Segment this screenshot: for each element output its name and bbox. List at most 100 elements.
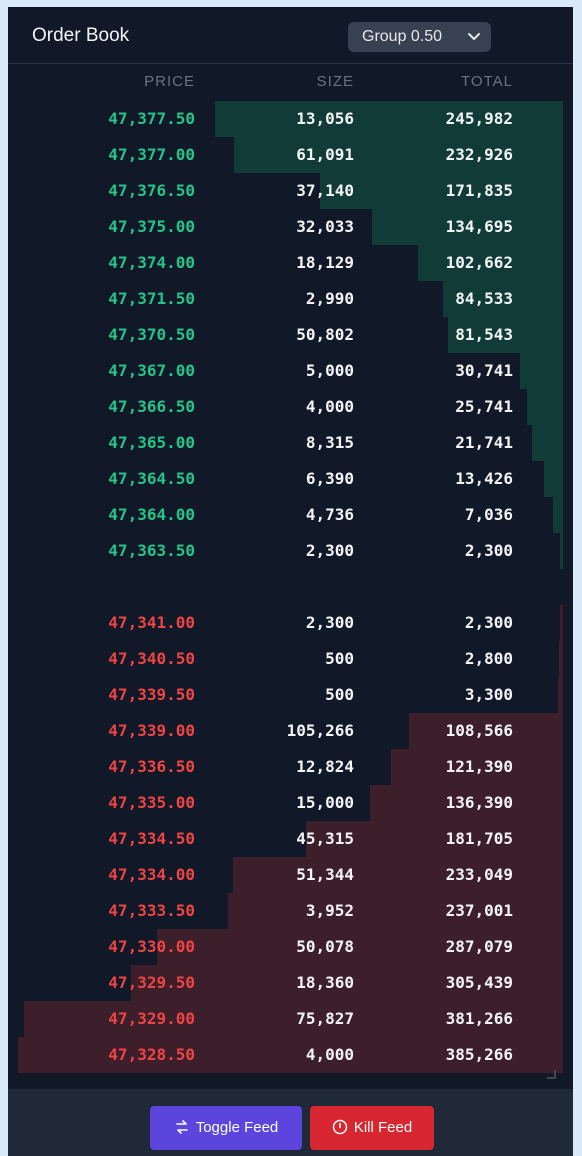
bid-size: 32,033 xyxy=(296,217,354,236)
ask-total: 287,079 xyxy=(445,937,513,956)
bid-depth-bar xyxy=(234,137,563,173)
ask-price: 47,334.50 xyxy=(108,829,195,848)
bid-depth-bar xyxy=(553,497,563,533)
bid-depth-bar xyxy=(418,245,563,281)
ask-price: 47,341.00 xyxy=(108,613,195,632)
bid-total: 13,426 xyxy=(455,469,513,488)
ask-price: 47,328.50 xyxy=(108,1045,195,1064)
ask-size: 500 xyxy=(325,649,354,668)
bid-row: 47,377.00 61,091 232,926 xyxy=(8,137,563,173)
bid-row: 47,366.50 4,000 25,741 xyxy=(8,389,563,425)
ask-size: 18,360 xyxy=(296,973,354,992)
ask-row: 47,334.50 45,315 181,705 xyxy=(8,821,563,857)
bid-row: 47,370.50 50,802 81,543 xyxy=(8,317,563,353)
kill-feed-button[interactable]: Kill Feed xyxy=(310,1106,434,1150)
ask-row: 47,339.00 105,266 108,566 xyxy=(8,713,563,749)
ask-depth-bar xyxy=(306,821,563,857)
bid-size: 2,990 xyxy=(305,289,354,308)
bid-price: 47,371.50 xyxy=(108,289,195,308)
bid-price: 47,364.00 xyxy=(108,505,195,524)
ask-total: 2,800 xyxy=(464,649,513,668)
ask-total: 121,390 xyxy=(445,757,513,776)
order-book-panel: Order Book Group 0.50 PRICE SIZE TOTAL 4… xyxy=(8,7,573,1156)
bid-size: 50,802 xyxy=(296,325,354,344)
bid-total: 7,036 xyxy=(464,505,513,524)
column-header-price: PRICE xyxy=(144,73,195,90)
ask-total: 2,300 xyxy=(464,613,513,632)
column-header-total: TOTAL xyxy=(461,73,513,90)
bid-total: 232,926 xyxy=(445,145,513,164)
bid-size: 4,736 xyxy=(305,505,354,524)
ask-depth-bar xyxy=(558,677,563,713)
bid-depth-bar xyxy=(532,425,563,461)
bid-row: 47,375.00 32,033 134,695 xyxy=(8,209,563,245)
bid-total: 81,543 xyxy=(455,325,513,344)
bid-price: 47,375.00 xyxy=(108,217,195,236)
bid-size: 5,000 xyxy=(305,361,354,380)
ask-size: 2,300 xyxy=(305,613,354,632)
ask-price: 47,330.00 xyxy=(108,937,195,956)
bid-size: 61,091 xyxy=(296,145,354,164)
order-book-footer: Toggle Feed Kill Feed xyxy=(8,1089,573,1156)
ask-size: 4,000 xyxy=(305,1045,354,1064)
bid-depth-bar xyxy=(560,533,563,569)
ask-row: 47,328.50 4,000 385,266 xyxy=(8,1037,563,1073)
bid-total: 171,835 xyxy=(445,181,513,200)
group-size-label: Group 0.50 xyxy=(362,28,443,45)
ask-depth-bar xyxy=(233,857,563,893)
ask-price: 47,336.50 xyxy=(108,757,195,776)
bid-row: 47,364.50 6,390 13,426 xyxy=(8,461,563,497)
bid-price: 47,376.50 xyxy=(108,181,195,200)
ask-total: 136,390 xyxy=(445,793,513,812)
group-size-select[interactable]: Group 0.50 xyxy=(348,22,491,52)
ask-total: 108,566 xyxy=(445,721,513,740)
chevron-down-icon xyxy=(468,33,480,40)
ask-price: 47,333.50 xyxy=(108,901,195,920)
bid-row: 47,376.50 37,140 171,835 xyxy=(8,173,563,209)
ask-size: 51,344 xyxy=(296,865,354,884)
resize-handle-icon[interactable] xyxy=(546,1069,556,1079)
ask-depth-bar xyxy=(24,1001,563,1037)
bid-depth-bar xyxy=(443,281,563,317)
bid-row: 47,371.50 2,990 84,533 xyxy=(8,281,563,317)
order-book-header: Order Book Group 0.50 xyxy=(8,7,573,64)
ask-depth-bar xyxy=(559,641,563,677)
ask-price: 47,339.50 xyxy=(108,685,195,704)
bid-price: 47,366.50 xyxy=(108,397,195,416)
bid-row: 47,364.00 4,736 7,036 xyxy=(8,497,563,533)
bid-size: 4,000 xyxy=(305,397,354,416)
bid-total: 25,741 xyxy=(455,397,513,416)
ask-depth-bar xyxy=(370,785,563,821)
ask-price: 47,339.00 xyxy=(108,721,195,740)
ask-total: 237,001 xyxy=(445,901,513,920)
ask-size: 500 xyxy=(325,685,354,704)
bid-size: 8,315 xyxy=(305,433,354,452)
ask-depth-bar xyxy=(560,605,563,641)
bid-depth-bar xyxy=(520,353,563,389)
ask-depth-bar xyxy=(131,965,563,1001)
ask-row: 47,333.50 3,952 237,001 xyxy=(8,893,563,929)
ask-row: 47,340.50 500 2,800 xyxy=(8,641,563,677)
bid-price: 47,367.00 xyxy=(108,361,195,380)
ask-price: 47,329.00 xyxy=(108,1009,195,1028)
bid-size: 13,056 xyxy=(296,109,354,128)
bid-depth-bar xyxy=(372,209,563,245)
ask-price: 47,329.50 xyxy=(108,973,195,992)
bid-total: 21,741 xyxy=(455,433,513,452)
ask-total: 3,300 xyxy=(464,685,513,704)
ask-row: 47,336.50 12,824 121,390 xyxy=(8,749,563,785)
bid-size: 6,390 xyxy=(305,469,354,488)
ask-size: 45,315 xyxy=(296,829,354,848)
ask-price: 47,334.00 xyxy=(108,865,195,884)
column-header-size: SIZE xyxy=(316,73,354,90)
ask-row: 47,330.00 50,078 287,079 xyxy=(8,929,563,965)
toggle-feed-button[interactable]: Toggle Feed xyxy=(150,1106,302,1150)
bid-size: 18,129 xyxy=(296,253,354,272)
bid-price: 47,364.50 xyxy=(108,469,195,488)
bid-total: 245,982 xyxy=(445,109,513,128)
ask-total: 181,705 xyxy=(445,829,513,848)
ask-size: 75,827 xyxy=(296,1009,354,1028)
bid-row: 47,374.00 18,129 102,662 xyxy=(8,245,563,281)
bid-size: 2,300 xyxy=(305,541,354,560)
ask-row: 47,334.00 51,344 233,049 xyxy=(8,857,563,893)
